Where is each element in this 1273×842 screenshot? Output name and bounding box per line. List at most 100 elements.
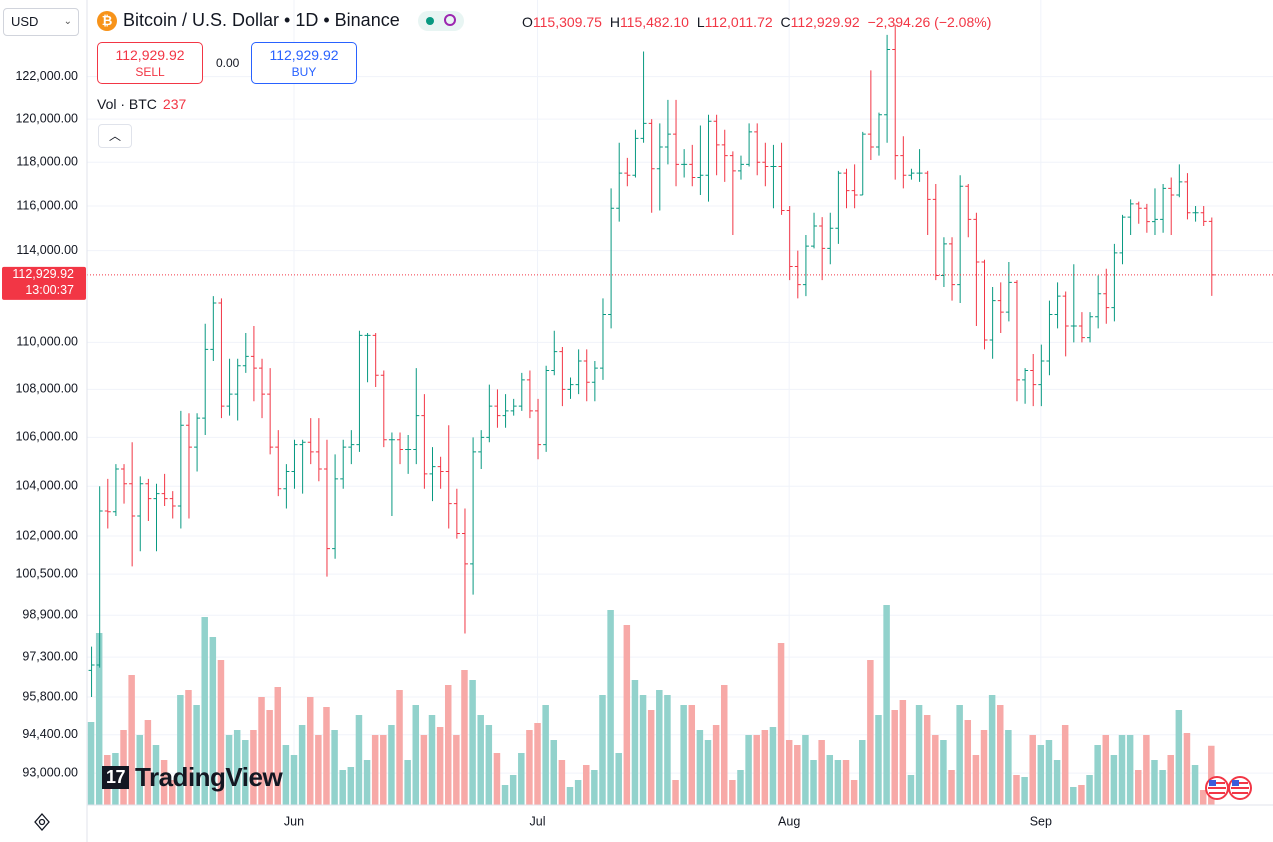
ohlc-bar [267,368,274,455]
currency: USD [11,14,39,29]
volume-bar [290,755,298,805]
ohlc-bar [96,486,103,668]
symbol-header: ₿ Bitcoin / U.S. Dollar • 1D • Binance [97,10,464,31]
volume-legend: Vol · BTC 237 [97,96,186,112]
ohlc-bar [405,434,412,474]
watermark: 17 TradingView [102,762,283,793]
y-tick-label: 98,900.00 [22,608,78,622]
volume-bar [209,637,217,805]
ohlc-bar [1103,268,1110,324]
y-tick-label: 102,000.00 [15,528,78,542]
ohlc-bar [1022,368,1029,404]
ohlc-bar [348,430,355,465]
volume-bar [1078,785,1085,805]
buy-label: BUY [291,65,317,79]
volume-bar [1159,770,1166,805]
y-tick-label: 100,500.00 [15,566,78,580]
ohlc-bar [518,372,525,411]
volume-bar [323,707,330,805]
ohlc-bar [705,114,712,202]
x-tick-label: Aug [778,814,800,828]
volume-bar [607,610,614,805]
volume-bar [672,780,679,805]
last-price-label-bg [2,266,86,300]
ohlc-bar [218,298,225,419]
volume-bar [177,695,184,805]
sell-button[interactable]: 112,929.92 SELL [97,42,203,84]
ohlc-bar [746,123,753,167]
ohlc-bar [1168,177,1175,235]
collapse-button[interactable]: ︿ [98,124,132,148]
volume-bar [396,690,403,805]
y-tick-label: 94,400.00 [22,727,78,741]
legend-key: L [696,14,705,30]
ohlc-bar [121,464,128,504]
logo-mark: 17 [102,766,130,789]
ohlc-bar [697,125,704,196]
ohlc-bar [453,488,460,539]
ohlc-bar [713,114,720,176]
volume-bar [932,735,939,805]
volume-bar [1053,760,1061,805]
ohlc-bar [340,439,347,489]
ohlc-bar [656,123,663,211]
volume-bar [1118,735,1126,805]
volume-bar [891,710,898,805]
volume-bar [972,755,980,805]
ohlc-bar [259,358,266,419]
y-tick-label: 120,000.00 [15,111,78,125]
x-tick-label: Sep [1030,814,1052,828]
buy-button[interactable]: 112,929.92 BUY [251,42,357,84]
volume-bar [1013,775,1020,805]
ohlc-bar [1038,344,1045,407]
ohlc-bar [1192,206,1199,222]
volume-bar [95,633,103,805]
ohlc-bar [242,333,249,373]
ohlc-bar [599,298,606,380]
ohlc-bar [989,286,996,359]
ohlc-bar [1135,201,1142,224]
ohlc-bar [624,157,631,187]
legend-value: 115,309.75 [532,14,602,30]
ohlc-bar [510,398,517,416]
volume-bar [1151,760,1158,805]
status-pill[interactable] [417,10,464,31]
volume-bar [818,740,825,805]
ohlc-bar [949,237,956,301]
ohlc-bar [437,456,444,489]
volume-bar [274,687,282,805]
ohlc-bar [137,476,144,552]
volume-bar [404,760,411,805]
volume-bar [258,697,265,805]
volume-bar [518,753,525,805]
volume-bar [526,730,533,805]
volume-bar [453,735,460,805]
volume-bar [444,685,452,805]
ohlc-bar [429,447,436,502]
volume-bar [875,715,882,805]
y-tick-label: 110,000.00 [16,335,78,349]
ohlc-bar [559,346,566,407]
ohlc-bar [867,70,874,161]
ohlc-bar [973,212,980,327]
sell-label: SELL [135,65,165,79]
ohlc-bar [364,333,371,383]
volume-bar [380,735,387,805]
ohlc-bar [1013,280,1020,402]
settings-icon [34,813,50,831]
legend-value: 112,929.92 [790,14,860,30]
ohlc-bar [315,418,322,482]
y-tick-label: 116,000.00 [16,198,78,212]
volume-bar [599,695,606,805]
y-tick-label: 118,000.00 [16,154,78,168]
volume-bar [477,715,484,805]
ohlc-bar [729,151,736,235]
ohlc-bar [875,112,882,156]
currency-selector[interactable]: USD ⌄ [3,8,79,36]
volume-bar [923,715,931,805]
volume-bar [388,725,395,805]
volume-bar [266,710,273,805]
ohlc-bar [608,188,615,329]
ohlc-bar [356,330,363,452]
volume-bar [493,753,501,805]
